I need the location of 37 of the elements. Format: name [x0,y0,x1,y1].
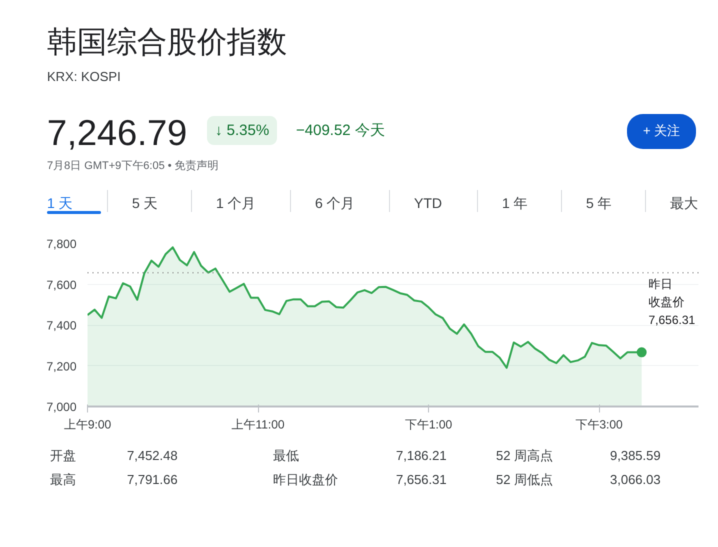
x-tick-label: 上午11:00 [231,418,285,432]
text: 5 天 [132,194,158,213]
x-tick-label: 上午9:00 [64,418,112,432]
text: 7,656.31 [396,471,447,489]
ref-line-label: 昨日收盘价 7,656.31 [648,276,696,328]
text: 7,186.21 [396,447,447,465]
text: 1 个月 [216,194,256,213]
y-tick-label: 7,400 [46,318,77,332]
y-tick-label: 7,200 [46,359,77,374]
x-tick-label: 下午3:00 [575,418,624,432]
text: 52 周低点 [496,471,554,489]
text: 最大 [670,194,698,213]
chart-subtitle: KRX: KOSPI [47,68,121,86]
text: 7月8日 GMT+9下午6:05 • 免责声明 [47,159,219,174]
text: 9,385.59 [610,447,661,465]
y-tick-label: 7,600 [46,278,77,292]
text: 最低 [273,447,299,465]
text: 7,246.79 [47,111,188,155]
text: 7,452.48 [127,447,178,465]
text: 昨日收盘价 [273,471,338,489]
text: YTD [414,194,442,213]
text: 5 年 [586,194,612,213]
text: ↓ 5.35% [207,116,278,146]
text: 7,791.66 [127,471,178,489]
text: + 关注 [627,114,696,149]
text: 3,066.03 [610,471,661,489]
x-tick-label: 下午1:00 [404,418,453,432]
text: 1 天 [47,194,73,213]
y-tick-label: 7,800 [46,237,77,251]
text: 52 周高点 [496,447,554,465]
y-tick-label: 7,000 [46,400,77,414]
chart-title: 韩国综合股价指数 [47,25,287,61]
text: −409.52 今天 [296,121,385,141]
text: 最高 [50,471,76,489]
text: 6 个月 [315,194,355,213]
text: 1 年 [502,194,528,213]
text: 开盘 [50,447,76,465]
